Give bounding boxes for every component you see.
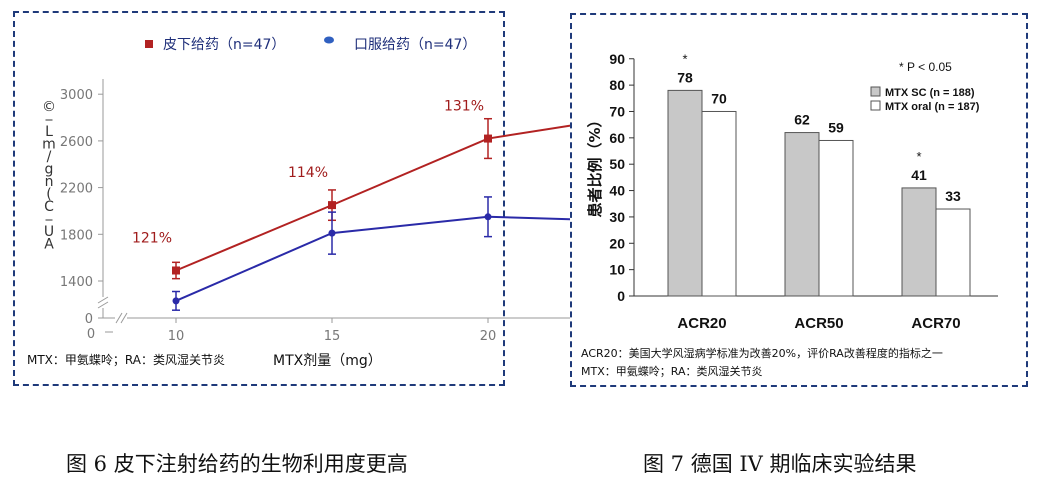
x-tick-label: 15 [324, 329, 341, 344]
data-point [484, 134, 492, 143]
y-axis-label-char: ⎯ [46, 112, 53, 128]
y-axis-label: 患者比例（%） [586, 112, 604, 217]
bar-ACR70-0 [901, 187, 937, 297]
x-tick-label: 0 [87, 327, 95, 342]
y-tick-label: 0 [617, 288, 625, 304]
significance-star: * [916, 149, 921, 164]
x-tick-label: 10 [168, 329, 185, 344]
y-tick-label: 40 [609, 183, 625, 199]
legend-swatch-subcutaneous [145, 40, 153, 48]
percent-label: 121% [132, 230, 172, 246]
y-tick-label: 20 [609, 235, 625, 251]
y-axis-label-char: A [44, 237, 54, 253]
y-axis-label-char: ( [46, 187, 51, 203]
y-tick-label: 2200 [60, 182, 93, 197]
bioavailability-chart-panel: 014001800220026003000101520250©⎯Lm/gn(C⎯… [13, 11, 652, 386]
bar-value-label: 62 [794, 112, 810, 128]
x-category-label: ACR20 [677, 315, 726, 332]
y-tick-label: 3000 [60, 88, 93, 103]
bar-ACR20-1 [701, 110, 737, 297]
y-tick-label: 0 [85, 312, 93, 327]
bar-value-label: 41 [911, 167, 927, 183]
legend-label-1: MTX oral (n = 187) [885, 101, 980, 113]
chart1-footnote: MTX：甲氨蝶呤；RA：类风湿关节炎 [27, 353, 225, 367]
bar-value-label: 33 [945, 188, 961, 204]
y-axis-label-char: m [42, 137, 56, 153]
y-tick-label: 70 [609, 103, 625, 119]
bar-ACR70-1 [935, 208, 971, 297]
y-axis-label-char: © [42, 99, 56, 115]
y-axis-label-char: ⎯ [46, 212, 53, 228]
y-axis-label-char: C [44, 199, 54, 215]
y-tick-label: 90 [609, 51, 625, 67]
y-tick-label: 1400 [60, 275, 93, 290]
y-axis-label-char: U [44, 224, 54, 240]
chart2-footnote-line-1: ACR20：美国大学风湿病学标准为改善20%，评价RA改善程度的指标之一 [581, 347, 943, 360]
significance-star: * [682, 51, 687, 66]
chart1-x-axis-label: MTX剂量（mg） [273, 353, 382, 369]
chart2-footnote-line-2: MTX：甲氨蝶呤；RA：类风湿关节炎 [581, 365, 763, 378]
data-point [172, 266, 180, 275]
legend-label-0: MTX SC (n = 188) [885, 87, 975, 99]
percent-label: 114% [288, 165, 328, 181]
series-line-1 [175, 215, 645, 302]
x-category-label: ACR50 [794, 315, 843, 332]
y-tick-label: 30 [609, 209, 625, 225]
figure-7-caption: 图 7 德国 IV 期临床实验结果 [643, 452, 917, 476]
y-tick-label: 10 [609, 262, 625, 278]
legend-swatch-1 [870, 100, 881, 111]
bar-value-label: 59 [828, 119, 844, 135]
x-category-label: ACR70 [911, 315, 960, 332]
clinical-trial-chart-panel: 0 10 20 30 40 50 60 70 80 90 患者比例（%） 78 * 70 ACR20 62 59… [570, 13, 1028, 387]
data-point [328, 201, 336, 210]
figure-6-caption: 图 6 皮下注射给药的生物利用度更高 [66, 452, 408, 476]
bar-ACR20-0 [667, 89, 703, 297]
y-tick-label: 60 [609, 130, 625, 146]
bar-value-label: 78 [677, 69, 693, 85]
y-axis-break-mark [97, 296, 109, 309]
y-tick-label: 50 [609, 156, 625, 172]
bar-ACR50-0 [784, 132, 820, 297]
y-axis-label-char: g [45, 162, 54, 178]
y-axis-label-char: / [47, 149, 52, 165]
data-point [484, 213, 492, 221]
percent-label: 131% [444, 99, 484, 115]
significance-note: * P < 0.05 [899, 60, 952, 74]
x-tick-label: 20 [480, 329, 497, 344]
legend-swatch-0 [870, 86, 881, 97]
y-axis-label-char: L [45, 124, 53, 140]
series-line-0 [175, 113, 645, 272]
bar-ACR50-1 [818, 139, 854, 297]
acr-response-bar-chart: 0 10 20 30 40 50 60 70 80 90 患者比例（%） 78 * 70 ACR20 62 59… [586, 51, 998, 332]
legend-label-oral: 口服给药（n=47） [354, 37, 476, 53]
y-tick-label: 1800 [60, 228, 93, 243]
bar-value-label: 70 [711, 90, 727, 106]
legend-swatch-oral [324, 36, 334, 44]
bioavailability-line-chart: 014001800220026003000101520250©⎯Lm/gn(C⎯… [42, 36, 652, 344]
y-tick-label: 2600 [60, 135, 93, 150]
y-axis-label-char: n [45, 174, 54, 190]
data-point [172, 297, 180, 305]
data-point [328, 229, 336, 237]
legend-label-subcutaneous: 皮下给药（n=47） [163, 37, 285, 53]
x-axis-break-mark [115, 312, 128, 324]
y-tick-label: 80 [609, 77, 625, 93]
